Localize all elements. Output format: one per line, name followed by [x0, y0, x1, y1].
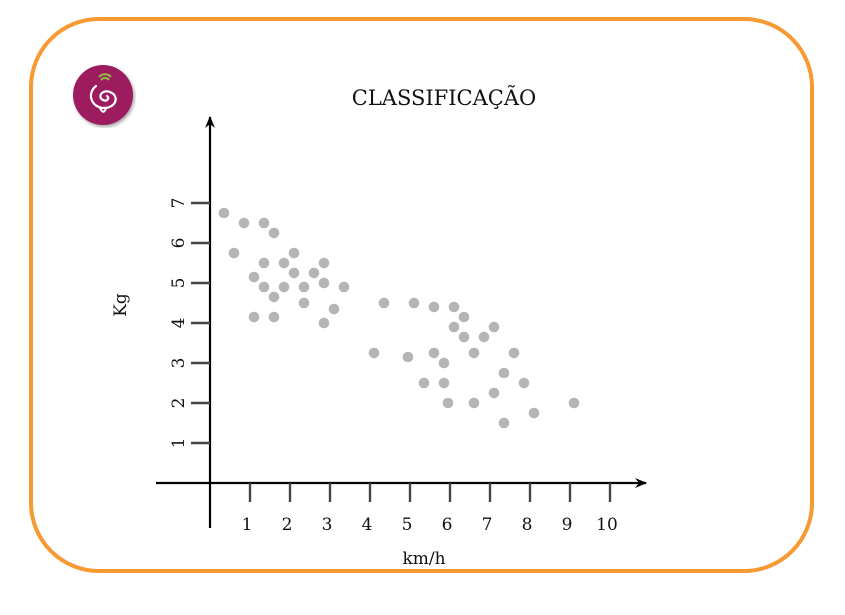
data-point: [268, 291, 280, 303]
data-point: [448, 321, 460, 333]
data-point: [428, 301, 440, 313]
data-point: [518, 377, 530, 389]
data-point: [442, 397, 454, 409]
data-point: [528, 407, 540, 419]
data-point: [308, 267, 320, 279]
data-point: [458, 311, 470, 323]
data-point: [418, 377, 430, 389]
x-tick-label: 9: [562, 515, 573, 535]
data-point: [298, 297, 310, 309]
chart-title: CLASSIFICAÇÃO: [352, 86, 536, 110]
data-point: [402, 351, 414, 363]
y-tick-label: 1: [169, 438, 189, 449]
x-tick-label: 4: [362, 515, 373, 535]
data-point: [408, 297, 420, 309]
y-axis-label: Kg: [111, 293, 131, 317]
x-axis-ticks: 1 2 3 4 5 6 7 8 9 10: [242, 483, 618, 535]
data-point: [318, 257, 330, 269]
x-tick-label: 1: [242, 515, 253, 535]
y-tick-label: 3: [169, 358, 189, 369]
data-point: [488, 321, 500, 333]
data-point: [488, 387, 500, 399]
data-point: [498, 417, 510, 429]
data-point: [568, 397, 580, 409]
data-point: [378, 297, 390, 309]
data-point: [218, 207, 230, 219]
data-point: [368, 347, 380, 359]
data-point: [498, 367, 510, 379]
y-axis-ticks: 1 2 3 4 5 6 7: [169, 198, 210, 449]
x-tick-label: 2: [282, 515, 293, 535]
data-point: [268, 227, 280, 239]
data-point: [338, 281, 350, 293]
data-point: [428, 347, 440, 359]
data-point: [248, 271, 260, 283]
x-tick-label: 3: [322, 515, 333, 535]
x-tick-label: 10: [596, 515, 618, 535]
y-tick-label: 4: [169, 318, 189, 329]
data-point: [328, 303, 340, 315]
data-points: [218, 207, 580, 429]
data-point: [438, 357, 450, 369]
y-tick-label: 5: [169, 278, 189, 289]
y-tick-label: 2: [169, 398, 189, 409]
data-point: [458, 331, 470, 343]
data-point: [448, 301, 460, 313]
data-point: [318, 317, 330, 329]
data-point: [288, 267, 300, 279]
data-point: [258, 217, 270, 229]
x-tick-label: 5: [402, 515, 413, 535]
rounded-frame: [29, 17, 814, 573]
data-point: [468, 347, 480, 359]
data-point: [318, 277, 330, 289]
x-tick-label: 8: [522, 515, 533, 535]
x-axis-label: km/h: [402, 549, 445, 569]
data-point: [248, 311, 260, 323]
data-point: [298, 281, 310, 293]
spiral-signal-logo-icon: [73, 65, 133, 125]
data-point: [478, 331, 490, 343]
data-point: [438, 377, 450, 389]
data-point: [278, 281, 290, 293]
data-point: [278, 257, 290, 269]
data-point: [228, 247, 240, 259]
data-point: [468, 397, 480, 409]
x-tick-label: 7: [482, 515, 493, 535]
data-point: [508, 347, 520, 359]
data-point: [258, 281, 270, 293]
x-tick-label: 6: [442, 515, 453, 535]
data-point: [268, 311, 280, 323]
data-point: [238, 217, 250, 229]
data-point: [288, 247, 300, 259]
y-tick-label: 6: [169, 238, 189, 249]
y-tick-label: 7: [169, 198, 189, 209]
data-point: [258, 257, 270, 269]
